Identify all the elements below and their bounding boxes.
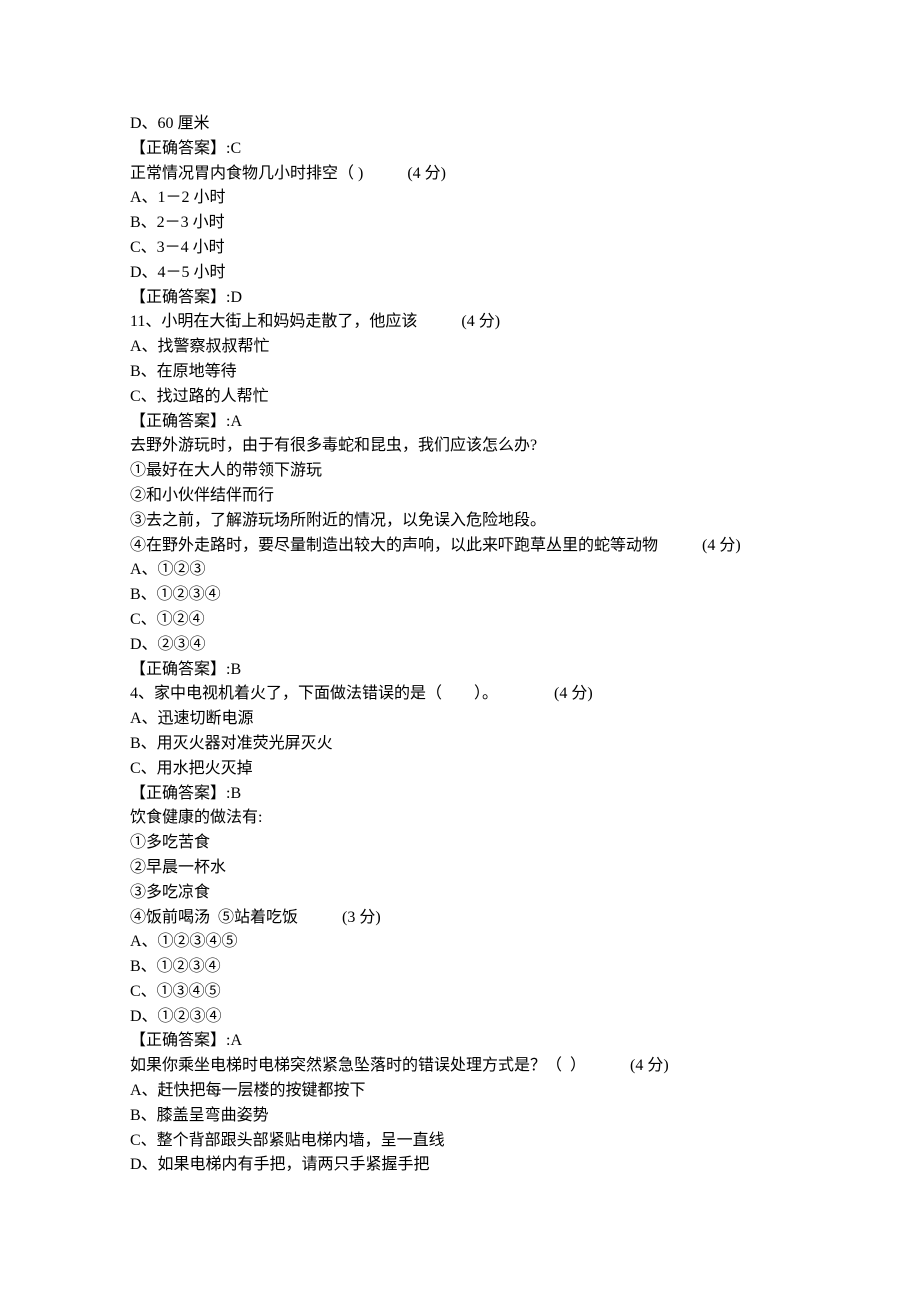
document-page: D、60 厘米【正确答案】:C正常情况胃内食物几小时排空（ ) (4 分)A、1… [0,0,920,1302]
text-line: A、1－2 小时 [130,186,790,211]
text-line: B、膝盖呈弯曲姿势 [130,1104,790,1129]
text-line: ④饭前喝汤 ⑤站着吃饭 (3 分) [130,906,790,931]
document-body: D、60 厘米【正确答案】:C正常情况胃内食物几小时排空（ ) (4 分)A、1… [130,112,790,1178]
text-line: A、①②③④⑤ [130,930,790,955]
text-line: B、用灭火器对准荧光屏灭火 [130,732,790,757]
text-line: A、①②③ [130,558,790,583]
text-line: ②早晨一杯水 [130,856,790,881]
text-line: 4、家中电视机着火了，下面做法错误的是（ ）。 (4 分) [130,682,790,707]
text-line: C、①②④ [130,608,790,633]
text-line: D、4－5 小时 [130,261,790,286]
text-line: D、①②③④ [130,1005,790,1030]
text-line: D、如果电梯内有手把，请两只手紧握手把 [130,1153,790,1178]
text-line: 正常情况胃内食物几小时排空（ ) (4 分) [130,162,790,187]
text-line: C、整个背部跟头部紧贴电梯内墙，呈一直线 [130,1129,790,1154]
text-line: C、①③④⑤ [130,980,790,1005]
text-line: ②和小伙伴结伴而行 [130,484,790,509]
text-line: 【正确答案】:D [130,286,790,311]
text-line: A、迅速切断电源 [130,707,790,732]
text-line: 【正确答案】:C [130,137,790,162]
text-line: 【正确答案】:A [130,410,790,435]
text-line: C、用水把火灭掉 [130,757,790,782]
text-line: ③多吃凉食 [130,881,790,906]
text-line: 如果你乘坐电梯时电梯突然紧急坠落时的错误处理方式是？（ ） (4 分) [130,1054,790,1079]
text-line: C、3－4 小时 [130,236,790,261]
text-line: 【正确答案】:B [130,658,790,683]
text-line: B、2－3 小时 [130,211,790,236]
text-line: 【正确答案】:A [130,1029,790,1054]
text-line: 11、小明在大街上和妈妈走散了，他应该 (4 分) [130,310,790,335]
text-line: D、②③④ [130,633,790,658]
text-line: B、在原地等待 [130,360,790,385]
text-line: 饮食健康的做法有: [130,806,790,831]
text-line: ④在野外走路时，要尽量制造出较大的声响，以此来吓跑草丛里的蛇等动物 (4 分) [130,534,790,559]
text-line: D、60 厘米 [130,112,790,137]
text-line: 去野外游玩时，由于有很多毒蛇和昆虫，我们应该怎么办? [130,434,790,459]
text-line: C、找过路的人帮忙 [130,385,790,410]
text-line: A、找警察叔叔帮忙 [130,335,790,360]
text-line: ①多吃苦食 [130,831,790,856]
text-line: ①最好在大人的带领下游玩 [130,459,790,484]
text-line: A、赶快把每一层楼的按键都按下 [130,1079,790,1104]
text-line: 【正确答案】:B [130,782,790,807]
text-line: ③去之前，了解游玩场所附近的情况，以免误入危险地段。 [130,509,790,534]
text-line: B、①②③④ [130,955,790,980]
text-line: B、①②③④ [130,583,790,608]
